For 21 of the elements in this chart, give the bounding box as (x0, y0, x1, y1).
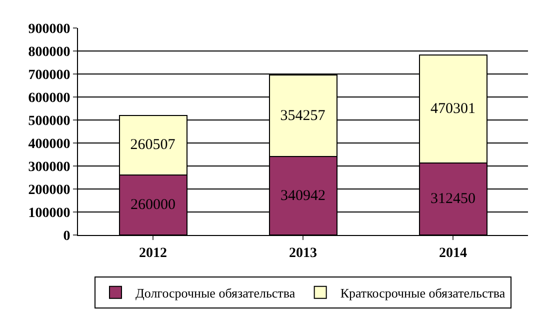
data-label: 354257 (280, 108, 326, 124)
x-tick-label: 2013 (289, 246, 317, 261)
data-label: 260000 (130, 197, 176, 214)
y-tick-label: 800000 (28, 44, 70, 60)
data-label: 470301 (430, 101, 476, 118)
y-tick-label: 200000 (28, 182, 70, 198)
y-tick-label: 400000 (28, 136, 70, 152)
legend-label: Краткосрочные обязательства (340, 285, 506, 300)
x-tick-label: 2014 (439, 246, 467, 261)
data-label: 260507 (130, 137, 176, 154)
y-tick-label: 600000 (28, 90, 70, 106)
y-tick-label: 300000 (28, 160, 70, 175)
x-tick-label: 2012 (139, 246, 167, 261)
y-tick-label: 700000 (28, 68, 70, 83)
legend-label: Долгосрочные обязательства (136, 285, 296, 300)
data-label: 312450 (430, 191, 476, 208)
y-tick-label: 100000 (28, 206, 70, 221)
y-tick-label: 0 (63, 228, 70, 244)
y-tick-label: 900000 (28, 22, 70, 37)
data-label: 340942 (280, 188, 326, 204)
y-tick-label: 500000 (28, 114, 70, 129)
